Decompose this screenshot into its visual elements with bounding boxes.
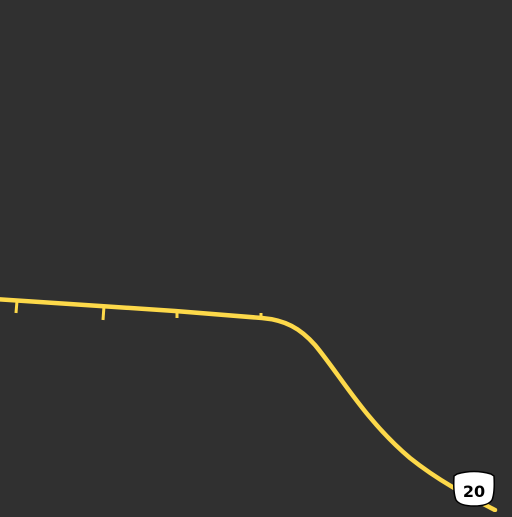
shield-label: 20 (463, 482, 485, 501)
us-highway-shield-icon[interactable]: 20 (453, 470, 495, 507)
highway-road (0, 297, 498, 513)
road-spur (101, 305, 106, 321)
road-spur (14, 300, 19, 314)
